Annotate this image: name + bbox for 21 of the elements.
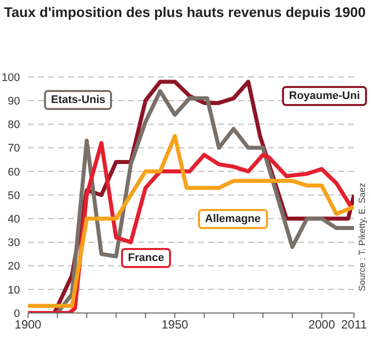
series-label: France <box>121 248 172 268</box>
x-tick-label: 1900 <box>14 318 42 332</box>
y-tick-label: 90 <box>8 96 20 108</box>
y-tick-label: 50 <box>8 190 20 202</box>
y-tick-label: 80 <box>8 119 20 132</box>
y-tick-label: 20 <box>8 260 20 273</box>
text: Royaume-Uni <box>282 86 367 106</box>
y-tick-label: 40 <box>8 214 20 226</box>
y-tick-label: 10 <box>8 284 20 296</box>
x-tick-label: 2011 <box>341 318 368 332</box>
source-note: Source : T. Piketty, E. Saez <box>357 182 367 294</box>
x-tick-label: 1950 <box>161 318 189 332</box>
y-tick-label: 100 <box>2 72 20 84</box>
x-tick-label: 2000 <box>308 318 336 332</box>
y-tick-label: 30 <box>8 237 20 250</box>
chart-title: Taux d'imposition des plus hauts revenus depuis 1900 <box>4 3 366 21</box>
y-tick-label: 0 <box>14 308 20 320</box>
text: Allemagne <box>198 209 268 229</box>
y-tick-label: 70 <box>8 142 20 155</box>
text: Etats-Unis <box>44 90 112 110</box>
y-tick-label: 60 <box>8 166 20 178</box>
